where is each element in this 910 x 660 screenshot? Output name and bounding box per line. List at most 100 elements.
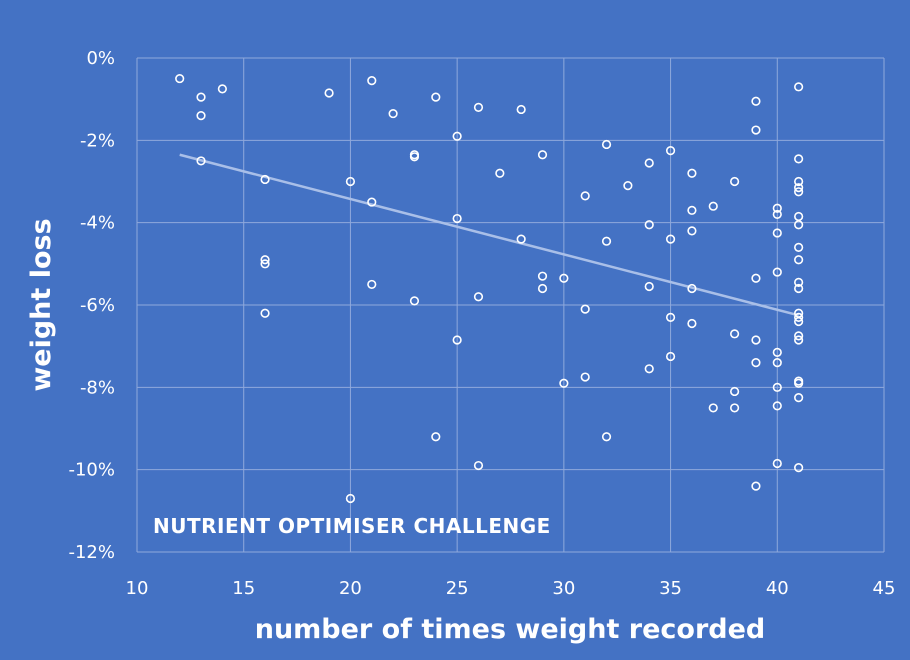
data-point (687, 226, 697, 236)
data-point (537, 271, 548, 281)
data-point (452, 213, 462, 224)
data-point (794, 176, 804, 187)
gridlines (136, 57, 885, 553)
data-point (367, 279, 377, 290)
data-point (687, 205, 697, 215)
data-point (473, 102, 484, 112)
data-point (580, 191, 590, 201)
data-point (751, 358, 761, 368)
y-tick-label: -10% (68, 460, 115, 481)
data-point (537, 283, 548, 294)
data-point (794, 255, 804, 265)
data-point (772, 203, 782, 213)
data-point (687, 168, 697, 178)
data-point (708, 403, 718, 413)
data-point (751, 96, 761, 106)
data-point (196, 156, 206, 166)
y-tick-label: -12% (68, 542, 115, 563)
x-tick-label: 15 (232, 578, 255, 599)
data-point (772, 458, 782, 469)
data-point (367, 76, 377, 86)
y-tick-label: -6% (80, 295, 115, 316)
data-point (644, 220, 654, 230)
data-point (601, 432, 612, 442)
data-point (729, 176, 740, 187)
data-point (452, 131, 462, 141)
data-point (431, 432, 441, 442)
data-point (794, 82, 804, 92)
data-point (367, 197, 377, 207)
data-point (644, 281, 654, 292)
data-point (772, 267, 782, 277)
data-point (794, 335, 804, 345)
data-point (794, 154, 804, 164)
data-point (644, 158, 654, 168)
data-point (794, 183, 804, 193)
data-point (260, 174, 270, 185)
y-axis-title: weight loss (26, 218, 57, 391)
data-point (794, 463, 804, 473)
data-point (409, 152, 420, 162)
data-point (601, 236, 612, 246)
x-tick-label: 10 (126, 578, 149, 599)
data-point (729, 329, 740, 339)
x-tick-label: 40 (766, 578, 789, 599)
y-tick-label: 0% (86, 48, 115, 69)
data-point (772, 209, 782, 220)
data-point (751, 481, 761, 491)
x-axis-title: number of times weight recorded (255, 614, 766, 645)
data-point (388, 108, 398, 119)
y-tick-label: -8% (80, 377, 115, 398)
data-point (217, 84, 227, 94)
y-tick-label: -4% (80, 213, 115, 234)
data-point (772, 228, 782, 238)
data-point (751, 335, 761, 345)
data-point (665, 351, 676, 362)
data-point (345, 493, 356, 504)
data-point (559, 378, 569, 388)
data-point (665, 234, 676, 244)
data-point (473, 460, 484, 471)
data-point (794, 277, 804, 287)
data-point (794, 220, 804, 230)
trendline (179, 153, 799, 317)
data-point (580, 304, 590, 314)
data-point (794, 242, 804, 252)
data-point (794, 331, 804, 341)
data-point (708, 201, 718, 211)
data-point (665, 312, 676, 322)
data-point (516, 234, 526, 244)
x-tick-label: 25 (446, 578, 469, 599)
data-point (495, 168, 505, 178)
data-point (794, 378, 804, 388)
x-tick-label: 45 (873, 578, 896, 599)
data-point (537, 150, 548, 160)
data-point (794, 283, 804, 294)
data-point (175, 73, 185, 84)
data-point (431, 92, 441, 102)
data-point (473, 292, 484, 302)
data-point (644, 364, 654, 374)
data-point (687, 318, 697, 329)
data-point (794, 187, 804, 197)
data-point (452, 335, 462, 345)
y-tick-label: -2% (80, 130, 115, 151)
data-point (345, 176, 356, 187)
data-point (772, 347, 782, 357)
x-tick-label: 20 (339, 578, 362, 599)
data-point (794, 393, 804, 403)
data-point (601, 139, 612, 150)
data-point (751, 273, 761, 283)
data-point (196, 111, 206, 121)
data-point (260, 308, 270, 318)
data-point (516, 104, 526, 115)
x-tick-label: 35 (659, 578, 682, 599)
data-point (772, 401, 782, 411)
data-point (687, 283, 697, 294)
data-point (623, 181, 633, 191)
data-point (665, 146, 676, 156)
x-tick-label: 30 (552, 578, 575, 599)
data-point (580, 372, 590, 382)
data-point (409, 296, 420, 306)
